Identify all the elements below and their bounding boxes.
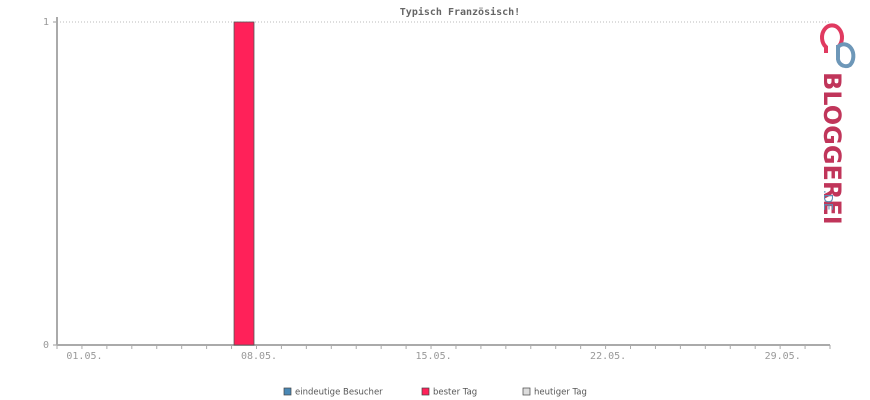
legend-swatch — [421, 387, 430, 396]
logo-loop — [835, 42, 856, 69]
x-tick-label: 29.05. — [765, 351, 801, 362]
legend-swatch — [522, 387, 531, 396]
legend-label: eindeutige Besucher — [295, 388, 383, 398]
logo-text: BLOGGEREI — [818, 72, 846, 225]
x-tick-label: 22.05. — [590, 351, 626, 362]
x-tick-label: 08.05. — [241, 351, 277, 362]
x-tick-label: 01.05. — [66, 351, 102, 362]
logo-icon — [820, 23, 856, 69]
y-tick-label: 1 — [43, 17, 49, 28]
logo-loop — [820, 23, 844, 53]
bar — [233, 21, 255, 346]
logo-suffix: .DE — [821, 190, 835, 211]
legend-label: bester Tag — [433, 388, 477, 398]
legend-label: heutiger Tag — [534, 388, 587, 398]
chart-title: Typisch Französisch! — [400, 6, 520, 18]
y-tick-label: 0 — [43, 340, 49, 351]
x-tick-label: 15.05. — [416, 351, 452, 362]
logo: BLOGGEREI .DE — [818, 72, 846, 225]
legend-swatch — [283, 387, 292, 396]
